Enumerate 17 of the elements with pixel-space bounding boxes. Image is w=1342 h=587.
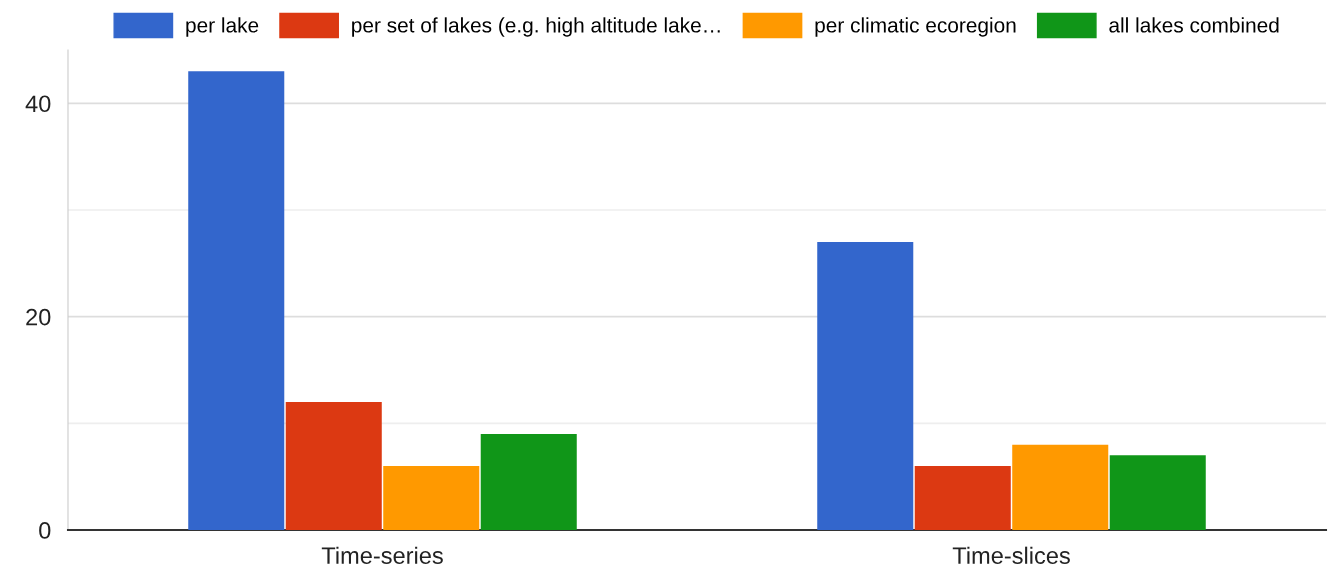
x-tick-label: Time-slices	[952, 546, 1070, 565]
bar	[188, 71, 285, 530]
legend-label: per climatic ecoregion	[815, 17, 1016, 37]
bar	[1012, 444, 1109, 530]
legend-label: per lake	[186, 17, 259, 37]
y-tick-label: 40	[25, 95, 51, 113]
bar	[1109, 455, 1206, 530]
bar	[480, 434, 577, 530]
bar	[285, 402, 382, 530]
bar	[914, 466, 1011, 530]
y-tick-label: 20	[26, 308, 51, 326]
bar	[817, 242, 914, 530]
x-tick-label: Time-series	[321, 546, 443, 565]
y-tick-label: 0	[39, 522, 51, 539]
legend-label: per set of lakes (e.g. high altitude lake…	[352, 17, 720, 37]
bar	[383, 466, 480, 530]
legend-label: all lakes combined	[1109, 17, 1279, 33]
